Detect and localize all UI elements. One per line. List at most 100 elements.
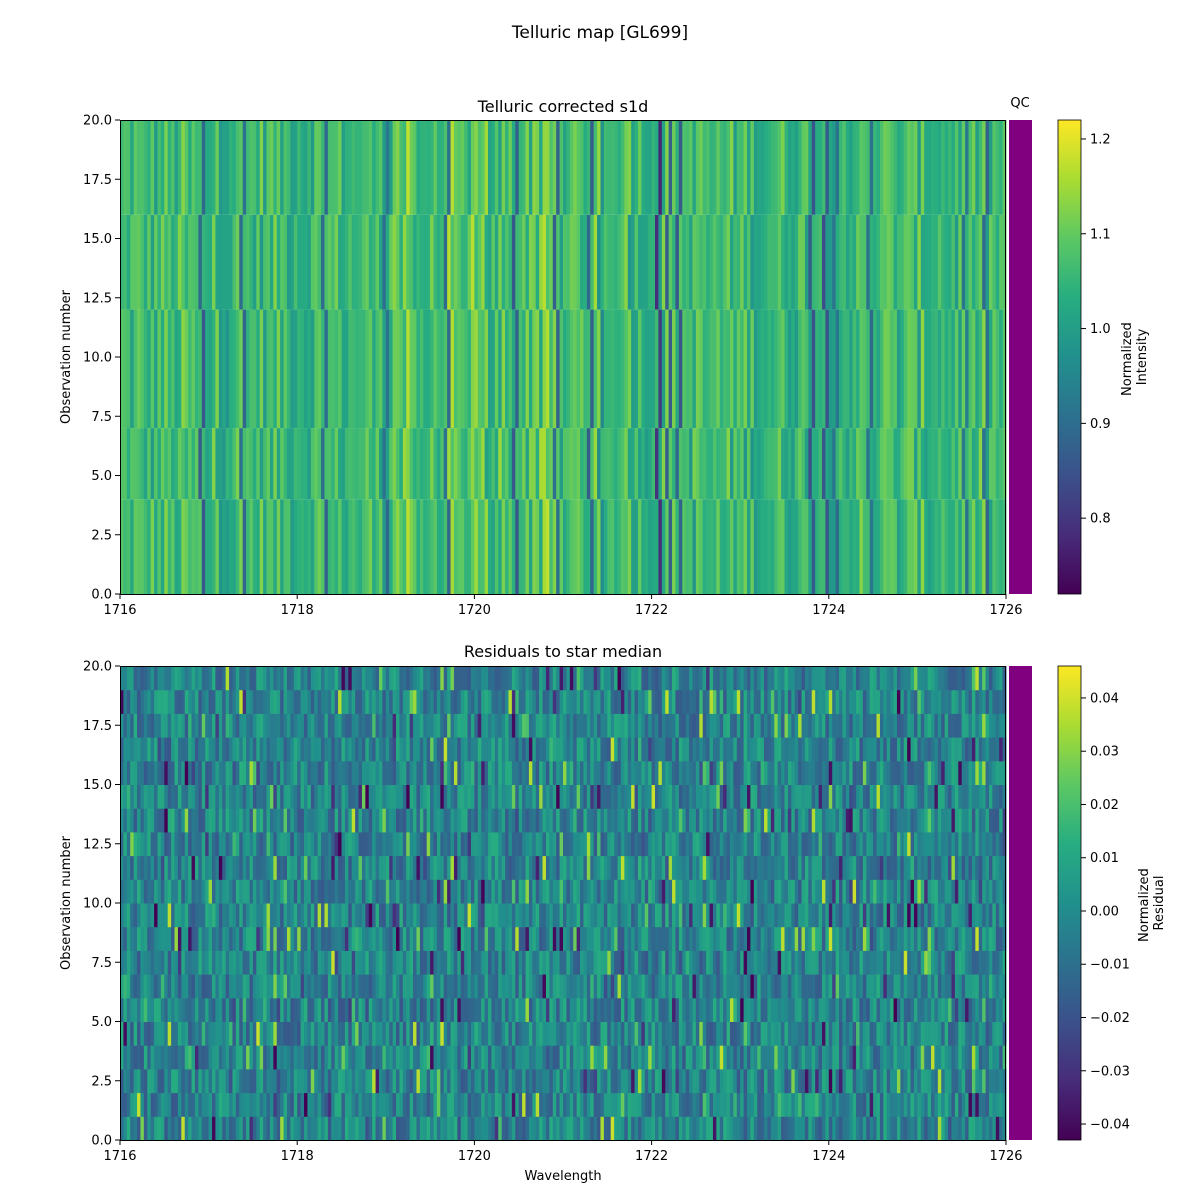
heatmap-cell — [470, 997, 475, 1022]
heatmap-cell — [767, 831, 772, 857]
heatmap-cell — [351, 974, 356, 999]
heatmap-cell — [566, 831, 571, 857]
heatmap-cell — [869, 499, 874, 594]
y-tick-label: 10.0 — [83, 351, 112, 366]
heatmap-cell — [436, 855, 441, 880]
heatmap-cell — [617, 831, 622, 857]
heatmap-cell — [518, 1045, 523, 1070]
heatmap-cell — [764, 855, 768, 880]
heatmap-cell — [239, 309, 244, 429]
heatmap-cell — [419, 1045, 424, 1070]
heatmap-cell — [358, 879, 363, 904]
heatmap-cell — [433, 499, 438, 594]
heatmap-cell — [614, 879, 619, 904]
heatmap-cell — [518, 879, 523, 904]
heatmap-cell — [586, 428, 591, 500]
heatmap-cell — [484, 1116, 489, 1141]
heatmap-cell — [729, 309, 734, 429]
heatmap-cell — [542, 926, 547, 951]
heatmap-cell — [242, 950, 247, 975]
heatmap-cell — [532, 120, 537, 215]
heatmap-cell — [147, 214, 152, 310]
heatmap-cell — [876, 808, 881, 833]
heatmap-cell — [229, 1116, 233, 1141]
heatmap-cell — [907, 974, 912, 999]
heatmap-cell — [852, 120, 857, 215]
heatmap-cell — [821, 855, 826, 880]
heatmap-cell — [712, 1068, 717, 1094]
heatmap-cell — [890, 499, 895, 594]
heatmap-cell — [488, 950, 492, 975]
heatmap-cell — [167, 879, 172, 904]
heatmap-cell — [988, 950, 993, 975]
heatmap-cell — [655, 879, 659, 904]
heatmap-cell — [382, 1045, 387, 1070]
heatmap-cell — [702, 1092, 707, 1117]
heatmap-cell — [222, 1021, 227, 1046]
heatmap-cell — [886, 1116, 891, 1141]
heatmap-cell — [218, 879, 223, 904]
heatmap-cell — [637, 1116, 642, 1141]
heatmap-cell — [706, 499, 711, 594]
heatmap-cell — [685, 1045, 690, 1070]
heatmap-cell — [184, 1021, 189, 1046]
heatmap-cell — [637, 120, 642, 215]
heatmap-cell — [549, 428, 554, 500]
heatmap-cell — [931, 499, 935, 594]
heatmap-cell — [385, 120, 390, 215]
heatmap-cell — [678, 428, 683, 500]
heatmap-cell — [876, 1021, 881, 1046]
heatmap-cell — [317, 879, 322, 904]
heatmap-cell — [467, 309, 472, 429]
heatmap-cell — [702, 974, 707, 999]
heatmap-cell — [995, 120, 1000, 215]
heatmap-cell — [133, 214, 138, 310]
heatmap-cell — [750, 903, 755, 928]
heatmap-cell — [948, 926, 952, 951]
heatmap-cell — [729, 1045, 734, 1070]
heatmap-cell — [232, 950, 237, 975]
heatmap-cell — [576, 1092, 581, 1117]
heatmap-cell — [140, 1116, 145, 1141]
heatmap-cell — [859, 903, 864, 928]
heatmap-cell — [859, 214, 864, 310]
heatmap-cell — [712, 808, 717, 833]
heatmap-cell — [143, 808, 148, 833]
heatmap-cell — [249, 1021, 254, 1046]
heatmap-cell — [338, 214, 342, 310]
heatmap-cell — [409, 879, 414, 904]
heatmap-cell — [563, 974, 567, 999]
heatmap-cell — [416, 309, 421, 429]
heatmap-cell — [297, 120, 302, 215]
heatmap-cell — [924, 926, 929, 951]
heatmap-cell — [160, 926, 165, 951]
heatmap-cell — [631, 428, 636, 500]
heatmap-cell — [1002, 974, 1007, 999]
heatmap-cell — [801, 1116, 806, 1141]
heatmap-cell — [886, 1068, 891, 1094]
heatmap-cell — [406, 309, 411, 429]
heatmap-cell — [256, 808, 261, 833]
heatmap-cell — [873, 950, 878, 975]
heatmap-cell — [804, 309, 809, 429]
heatmap-cell — [743, 428, 748, 500]
heatmap-cell — [286, 808, 291, 833]
heatmap-cell — [552, 1116, 557, 1141]
heatmap-cell — [154, 499, 158, 594]
heatmap-cell — [494, 855, 499, 880]
heatmap-cell — [154, 1068, 158, 1094]
heatmap-cell — [757, 831, 762, 857]
heatmap-cell — [154, 1092, 158, 1117]
heatmap-cell — [832, 1092, 837, 1117]
heatmap-cell — [413, 1068, 417, 1094]
heatmap-cell — [951, 120, 956, 215]
heatmap-cell — [907, 997, 912, 1022]
heatmap-cell — [269, 808, 274, 833]
heatmap-cell — [961, 950, 966, 975]
heatmap-cell — [436, 831, 441, 857]
heatmap-cell — [447, 1021, 452, 1046]
heatmap-cell — [450, 974, 455, 999]
heatmap-cell — [910, 120, 915, 215]
heatmap-cell — [443, 1068, 448, 1094]
heatmap-cell — [450, 1045, 455, 1070]
